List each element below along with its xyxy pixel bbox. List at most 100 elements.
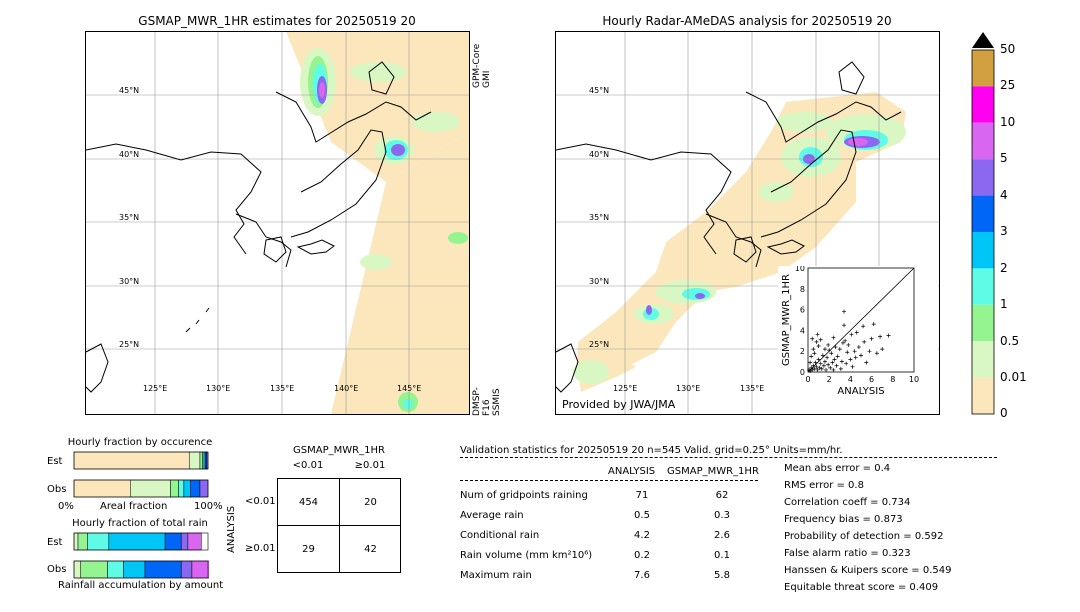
left-lat-label-45: 45°N (119, 86, 140, 95)
scatter-y-tick: 4 (800, 326, 805, 335)
scatter-point (816, 357, 821, 362)
left-lon-label-125: 125°E (143, 384, 168, 393)
stats-col-rule (460, 480, 758, 481)
left-map-canvas (86, 32, 469, 414)
scatter-point (848, 357, 853, 362)
scatter-x-tick: 2 (827, 375, 832, 384)
colorbar-tick-0-5: 0.5 (1000, 334, 1020, 348)
scatter-point (874, 351, 879, 356)
scatter-y-tick: 8 (800, 285, 805, 294)
colorbar-tick-0-01: 0.01 (1000, 370, 1027, 384)
colorbar-tick-3: 3 (1000, 224, 1008, 238)
scatter-x-label: ANALYSIS (837, 386, 884, 397)
scatter-point (856, 345, 861, 350)
left-swath-east (331, 132, 469, 414)
stats-row-label: Conditional rain (460, 530, 540, 541)
stats-row-gsmap: 0.1 (714, 550, 730, 561)
rain-segment (107, 560, 124, 579)
left-map: 45°N 40°N 35°N 30°N 25°N 125°E 130°E 135… (85, 31, 470, 415)
scatter-point (867, 349, 872, 354)
occurrence-bar-frame (73, 479, 209, 498)
stats-row-gsmap: 0.3 (714, 510, 730, 521)
stats-col-gsmap: GSMAP_MWR_1HR (667, 466, 759, 477)
occurrence-tick-0: 0% (58, 501, 74, 512)
colorbar-segment (972, 304, 994, 342)
scatter-point (880, 347, 885, 352)
right-rain-blobs (573, 112, 906, 384)
stats-header: Validation statistics for 20250519 20 n=… (460, 445, 843, 456)
colorbar-tick-10: 10 (1000, 115, 1016, 129)
scatter-point (822, 359, 827, 364)
colorbar-segment (972, 122, 994, 160)
rain-bar-frame (73, 560, 209, 579)
rain-segment (73, 560, 81, 579)
scatter-point (835, 354, 840, 359)
scatter-x-tick: 0 (805, 375, 810, 384)
scatter-point (812, 366, 817, 371)
scatter-point (846, 342, 851, 347)
left-lat-label-30: 30°N (119, 277, 140, 286)
scatter-point (814, 364, 819, 369)
rain-segment (87, 532, 110, 551)
right-lon-label-135: 135°E (740, 384, 765, 393)
right-lat-label-25: 25°N (589, 340, 610, 349)
scatter-point (816, 344, 821, 348)
occurrence-tick-100: 100% (194, 501, 223, 512)
scatter-point (833, 345, 838, 350)
occurrence-segment (178, 479, 185, 498)
scatter-point (838, 366, 843, 371)
left-lat-label-25: 25°N (119, 340, 140, 349)
left-gridlines (86, 32, 469, 414)
scatter-point (852, 349, 857, 354)
left-sensor-label-top: GPM-Core GMI (472, 43, 492, 88)
scatter-point (853, 355, 858, 360)
rain-segment (180, 532, 189, 551)
scatter-y-tick: 2 (800, 347, 805, 356)
occurrence-segment (73, 479, 131, 498)
rain-chart (73, 531, 222, 581)
scatter-y-tick: 10 (795, 266, 805, 273)
data-credit: Provided by JWA/JMA (562, 398, 676, 411)
occurrence-label-est: Est (47, 456, 63, 467)
occurrence-chart-title: Hourly fraction by occurence (67, 437, 213, 448)
colorbar-tick-25: 25 (1000, 78, 1016, 92)
score-ets: Equitable threat score = 0.409 (784, 582, 939, 593)
rain-segment (123, 560, 146, 579)
left-coastlines (86, 61, 432, 393)
scatter-y-label: GSMAP_MWR_1HR (781, 274, 792, 366)
colorbar-tick-5: 5 (1000, 151, 1008, 165)
stats-col-analysis: ANALYSIS (608, 466, 656, 477)
stats-row-gsmap: 5.8 (714, 570, 730, 581)
scatter-point (828, 365, 833, 370)
scatter-point (842, 309, 847, 314)
stats-row-label: Rain volume (mm km²10⁶) (460, 550, 593, 561)
colorbar-segment (972, 268, 994, 305)
scatter-point (826, 342, 831, 347)
scatter-point (831, 335, 836, 340)
colorbar-segment (972, 86, 994, 123)
scatter-point (832, 357, 837, 362)
scatter-point (809, 365, 814, 370)
right-lat-label-45: 45°N (589, 86, 610, 95)
left-map-title: GSMAP_MWR_1HR estimates for 20250519 20 (138, 14, 416, 28)
rain-chart-title: Hourly fraction of total rain (72, 518, 208, 529)
colorbar-segment (972, 377, 994, 414)
scatter-plot: 0 2 4 6 8 10 0 2 4 6 8 10 ANALYSIS GSMAP_MWR_1HR (781, 264, 919, 397)
scatter-point (871, 322, 876, 327)
scatter-point (839, 359, 844, 364)
scatter-point (829, 351, 834, 356)
scatter-point (824, 367, 829, 372)
contingency-col-lt: <0.01 (292, 460, 324, 471)
scatter-point (815, 367, 820, 372)
rain-bar-frame (73, 532, 209, 551)
left-lon-label-135: 135°E (270, 384, 295, 393)
scatter-point (862, 339, 867, 344)
scatter-point (886, 333, 891, 338)
stats-row-analysis: 4.2 (634, 530, 650, 541)
scatter-point (845, 350, 850, 355)
scatter-point (837, 347, 842, 352)
rain-segment (80, 560, 108, 579)
scatter-y-tick: 0 (800, 368, 805, 377)
scatter-point (817, 365, 822, 370)
contingency-title: GSMAP_MWR_1HR (293, 445, 385, 456)
